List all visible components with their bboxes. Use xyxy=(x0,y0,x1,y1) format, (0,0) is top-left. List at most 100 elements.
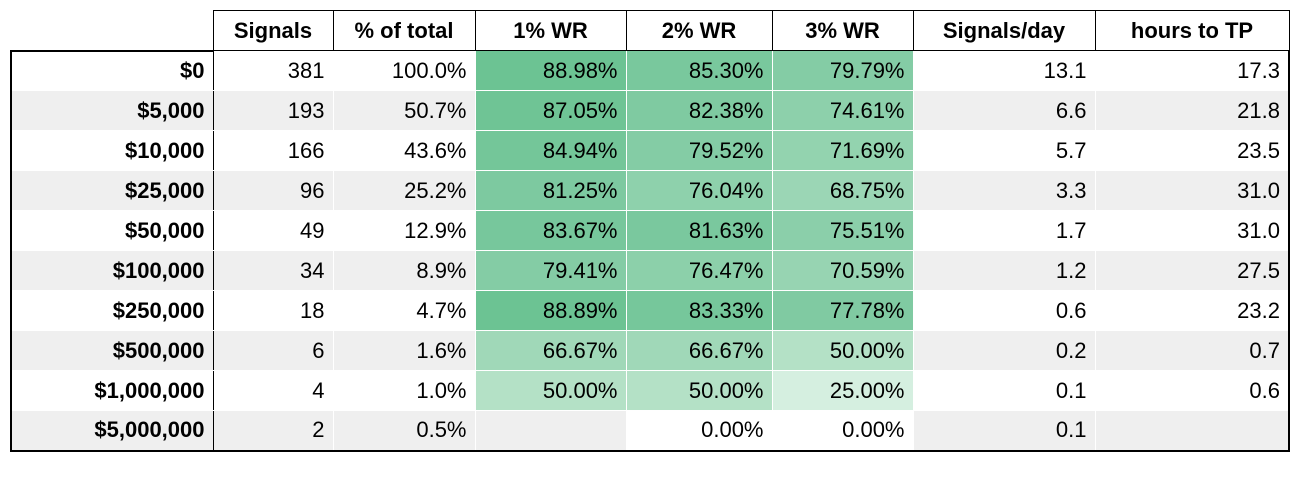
column-header: % of total xyxy=(332,10,476,51)
table-cell: 25.2% xyxy=(332,170,476,211)
table-cell: 0.2 xyxy=(912,330,1096,371)
table-cell: 71.69% xyxy=(771,130,914,171)
table-cell: 34 xyxy=(212,250,334,291)
column-header: 1% WR xyxy=(474,10,627,51)
table-row: $500,000 6 1.6% 66.67% 66.67% 50.00% 0.2 0.7 xyxy=(10,330,1290,371)
table-cell: 0.1 xyxy=(912,410,1096,452)
table-cell: 18 xyxy=(212,290,334,331)
table-cell: 166 xyxy=(212,130,334,171)
table-cell: 81.63% xyxy=(625,210,773,251)
row-label: $5,000 xyxy=(10,90,214,131)
table-cell: 75.51% xyxy=(771,210,914,251)
table-row: $25,000 96 25.2% 81.25% 76.04% 68.75% 3.3 31.0 xyxy=(10,170,1290,211)
corner-cell xyxy=(11,10,213,52)
table-cell: 31.0 xyxy=(1094,210,1290,251)
table-cell: 50.00% xyxy=(625,370,773,411)
table-cell: 100.0% xyxy=(332,50,476,91)
table-cell: 1.0% xyxy=(332,370,476,411)
row-label: $1,000,000 xyxy=(10,370,214,411)
table-row: $100,000 34 8.9% 79.41% 76.47% 70.59% 1.2 27.5 xyxy=(10,250,1290,291)
table-row: $1,000,000 4 1.0% 50.00% 50.00% 25.00% 0.1 0.6 xyxy=(10,370,1290,411)
table-cell: 0.00% xyxy=(771,410,914,452)
table-cell: 74.61% xyxy=(771,90,914,131)
table-cell: 88.89% xyxy=(474,290,627,331)
table-cell: 79.52% xyxy=(625,130,773,171)
table-cell: 70.59% xyxy=(771,250,914,291)
table-cell: 17.3 xyxy=(1094,50,1290,91)
table-cell: 12.9% xyxy=(332,210,476,251)
table-cell: 66.67% xyxy=(625,330,773,371)
table-cell: 88.98% xyxy=(474,50,627,91)
table-cell: 0.00% xyxy=(625,410,773,452)
table-row: $5,000,000 2 0.5% 0.00% 0.00% 0.1 xyxy=(10,410,1290,452)
table-cell: 84.94% xyxy=(474,130,627,171)
table-cell: 87.05% xyxy=(474,90,627,131)
table-cell: 0.6 xyxy=(1094,370,1290,411)
table-cell: 79.41% xyxy=(474,250,627,291)
table-cell: 82.38% xyxy=(625,90,773,131)
table-cell: 23.5 xyxy=(1094,130,1290,171)
table-cell: 43.6% xyxy=(332,130,476,171)
empty-cell xyxy=(474,410,627,452)
column-header: Signals/day xyxy=(912,10,1096,51)
table-cell: 85.30% xyxy=(625,50,773,91)
table-cell: 1.2 xyxy=(912,250,1096,291)
table-cell: 50.7% xyxy=(332,90,476,131)
table-cell: 381 xyxy=(212,50,334,91)
table-cell: 21.8 xyxy=(1094,90,1290,131)
table-cell: 50.00% xyxy=(474,370,627,411)
column-header: 2% WR xyxy=(625,10,773,51)
table-row: $250,000 18 4.7% 88.89% 83.33% 77.78% 0.6 23.2 xyxy=(10,290,1290,331)
row-label: $25,000 xyxy=(10,170,214,211)
table-cell: 1.7 xyxy=(912,210,1096,251)
column-header: hours to TP xyxy=(1094,10,1290,51)
table-row: $10,000 166 43.6% 84.94% 79.52% 71.69% 5.7 23.5 xyxy=(10,130,1290,171)
row-label: $500,000 xyxy=(10,330,214,371)
row-label: $0 xyxy=(10,50,214,91)
table-cell: 0.5% xyxy=(332,410,476,452)
table-cell: 76.47% xyxy=(625,250,773,291)
row-label: $50,000 xyxy=(10,210,214,251)
table-cell: 6.6 xyxy=(912,90,1096,131)
table-cell: 31.0 xyxy=(1094,170,1290,211)
table-cell: 81.25% xyxy=(474,170,627,211)
table-cell: 4 xyxy=(212,370,334,411)
table-cell: 0.6 xyxy=(912,290,1096,331)
table-cell: 1.6% xyxy=(332,330,476,371)
table-body: $0 381 100.0% 88.98% 85.30% 79.79% 13.1 17.3 $5,… xyxy=(10,50,1290,452)
table-cell: 76.04% xyxy=(625,170,773,211)
table-cell: 5.7 xyxy=(912,130,1096,171)
table-cell: 193 xyxy=(212,90,334,131)
table-cell: 83.33% xyxy=(625,290,773,331)
table-cell: 0.1 xyxy=(912,370,1096,411)
table-cell: 23.2 xyxy=(1094,290,1290,331)
empty-cell xyxy=(1094,410,1290,452)
row-label: $250,000 xyxy=(10,290,214,331)
table: Signals% of total 1% WR 2% WR 3% WR Signals/… xyxy=(10,10,1290,452)
table-cell: 68.75% xyxy=(771,170,914,211)
table-cell: 8.9% xyxy=(332,250,476,291)
table-row: $0 381 100.0% 88.98% 85.30% 79.79% 13.1 17.3 xyxy=(10,50,1290,91)
row-label: $10,000 xyxy=(10,130,214,171)
header-row: Signals% of total 1% WR 2% WR 3% WR Signals/… xyxy=(11,10,1290,52)
table-cell: 4.7% xyxy=(332,290,476,331)
column-header: 3% WR xyxy=(771,10,914,51)
table-cell: 3.3 xyxy=(912,170,1096,211)
table-cell: 49 xyxy=(212,210,334,251)
row-label: $5,000,000 xyxy=(10,410,214,452)
table-cell: 50.00% xyxy=(771,330,914,371)
row-label: $100,000 xyxy=(10,250,214,291)
table-cell: 6 xyxy=(212,330,334,371)
table-cell: 13.1 xyxy=(912,50,1096,91)
table-cell: 66.67% xyxy=(474,330,627,371)
column-header: Signals xyxy=(212,10,334,51)
table-cell: 96 xyxy=(212,170,334,211)
table-cell: 83.67% xyxy=(474,210,627,251)
table-cell: 27.5 xyxy=(1094,250,1290,291)
table-cell: 25.00% xyxy=(771,370,914,411)
table-row: $50,000 49 12.9% 83.67% 81.63% 75.51% 1.7 31.0 xyxy=(10,210,1290,251)
table-row: $5,000 193 50.7% 87.05% 82.38% 74.61% 6.6 21.8 xyxy=(10,90,1290,131)
table-cell: 79.79% xyxy=(771,50,914,91)
table-cell: 2 xyxy=(212,410,334,452)
